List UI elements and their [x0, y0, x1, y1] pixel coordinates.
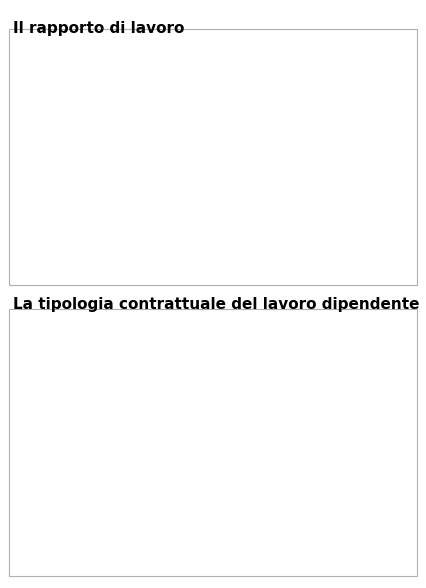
Text: 5,0: 5,0	[84, 503, 106, 516]
Text: 4,0: 4,0	[157, 69, 204, 82]
Bar	[337, 508, 376, 529]
Bar	[75, 519, 115, 529]
Text: Il rapporto di lavoro: Il rapporto di lavoro	[13, 21, 184, 36]
Bar	[250, 514, 289, 529]
Bar	[163, 366, 202, 529]
Text: 78,0: 78,0	[167, 350, 198, 363]
Text: La tipologia contrattuale del lavoro dipendente: La tipologia contrattuale del lavoro dip…	[13, 297, 419, 312]
Legend: dipendenti, somministrazione: dipendenti, somministrazione	[98, 326, 328, 339]
Wedge shape	[135, 69, 291, 225]
Text: 96,0: 96,0	[246, 199, 308, 212]
Wedge shape	[194, 69, 213, 147]
Text: 7,0: 7,0	[258, 499, 280, 512]
Text: 10,0: 10,0	[341, 493, 372, 506]
